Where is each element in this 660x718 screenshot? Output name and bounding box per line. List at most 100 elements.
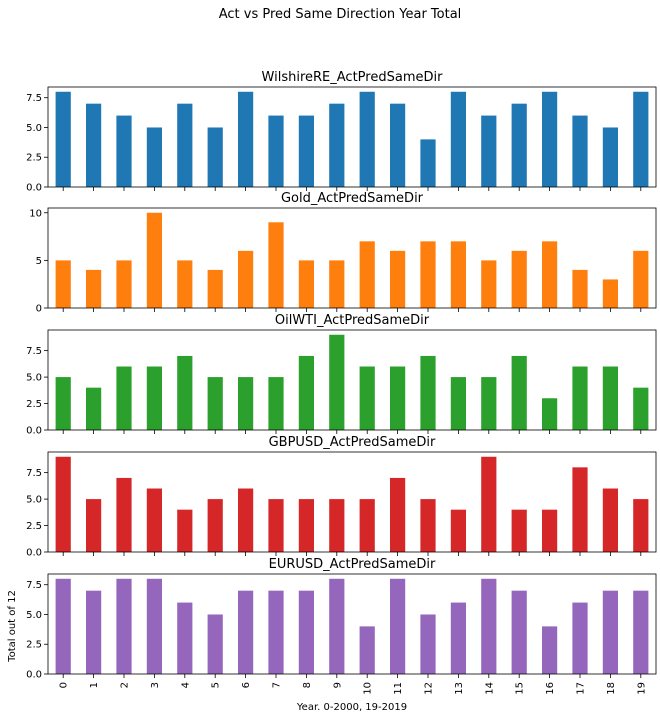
bar [298, 355, 314, 430]
bar [602, 127, 618, 187]
x-tick-label: 8 [302, 682, 313, 688]
bar [450, 509, 466, 552]
bar [268, 222, 284, 308]
bar [481, 578, 497, 674]
y-tick-label: 5.0 [26, 373, 42, 384]
bar [359, 366, 375, 430]
y-tick-label: 2.5 [26, 399, 42, 410]
bar [359, 499, 375, 552]
bar [542, 241, 558, 308]
bar [116, 477, 132, 552]
bar [633, 91, 649, 187]
bar [359, 626, 375, 674]
bar [602, 279, 618, 308]
bar [207, 499, 223, 552]
bar [207, 127, 223, 187]
bar [450, 91, 466, 187]
x-axis-label: Year. 0-2000, 19-2019 [296, 702, 407, 713]
panel-4: GBPUSD_ActPredSameDir 0.0 2.5 5.0 7.5 [26, 435, 657, 559]
y-tick-label: 0.0 [26, 183, 42, 194]
bar [116, 366, 132, 430]
bar [238, 590, 254, 674]
axes-frame [47, 451, 657, 553]
bar [481, 115, 497, 187]
x-tick-label: 12 [424, 682, 435, 695]
y-tick-label: 5.0 [26, 495, 42, 506]
bar [177, 602, 193, 674]
y-axis-label: Total out of 12 [7, 590, 18, 663]
x-tick-label: 19 [636, 682, 647, 695]
bar [86, 269, 102, 308]
panels: WilshireRE_ActPredSameDir 0.0 2.5 5.0 7.5 Gol… [26, 70, 657, 695]
bar [481, 260, 497, 308]
bar [390, 366, 406, 430]
bar [55, 260, 71, 308]
bar [298, 590, 314, 674]
bar [572, 366, 588, 430]
panel-1: WilshireRE_ActPredSameDir 0.0 2.5 5.0 7.5 [26, 70, 657, 194]
bar [177, 355, 193, 430]
y-tick-label: 5 [36, 256, 42, 267]
bar [207, 269, 223, 308]
bar [420, 499, 436, 552]
x-tick-label: 4 [180, 682, 191, 688]
bar [481, 456, 497, 552]
x-tick-label: 17 [576, 682, 587, 695]
bar [572, 467, 588, 552]
panel-title: GBPUSD_ActPredSameDir [269, 435, 436, 450]
x-tick-label: 7 [272, 682, 283, 688]
bar [146, 578, 162, 674]
bar [146, 366, 162, 430]
bar [602, 366, 618, 430]
x-tick-label: 14 [484, 682, 495, 695]
bar [572, 115, 588, 187]
bar [420, 614, 436, 674]
y-tick-label: 2.5 [26, 153, 42, 164]
bar [238, 91, 254, 187]
bar [420, 139, 436, 187]
bar [390, 103, 406, 187]
bar [329, 499, 345, 552]
panel-title: OilWTI_ActPredSameDir [275, 313, 430, 328]
y-tick-label: 7.5 [26, 580, 42, 591]
y-tick-label: 7.5 [26, 468, 42, 479]
bar [329, 103, 345, 187]
bar [116, 260, 132, 308]
bar [420, 355, 436, 430]
bar [268, 115, 284, 187]
x-tick-label: 0 [59, 682, 70, 688]
bar [359, 91, 375, 187]
bar [146, 212, 162, 308]
bar [116, 115, 132, 187]
bar [542, 398, 558, 430]
bar [359, 241, 375, 308]
panel-title: EURUSD_ActPredSameDir [269, 557, 436, 572]
y-tick-label: 2.5 [26, 521, 42, 532]
bar [633, 387, 649, 430]
y-tick-label: 7.5 [26, 346, 42, 357]
bar [55, 578, 71, 674]
bar [511, 250, 527, 308]
bar [329, 578, 345, 674]
x-tick-label: 3 [150, 682, 161, 688]
bar [55, 377, 71, 430]
bar [450, 602, 466, 674]
figure-title: Act vs Pred Same Direction Year Total [219, 7, 462, 22]
bar [298, 115, 314, 187]
bar [633, 590, 649, 674]
bar [542, 509, 558, 552]
y-tick-label: 5.0 [26, 610, 42, 621]
bar [420, 241, 436, 308]
bar [238, 250, 254, 308]
panel-3: OilWTI_ActPredSameDir 0.0 2.5 5.0 7.5 [26, 313, 657, 437]
bar [86, 103, 102, 187]
y-tick-label: 0.0 [26, 548, 42, 559]
x-tick-label: 15 [515, 682, 526, 695]
bar [238, 377, 254, 430]
bar [602, 590, 618, 674]
bar [542, 91, 558, 187]
y-tick-label: 7.5 [26, 93, 42, 104]
bar [390, 250, 406, 308]
bar [298, 260, 314, 308]
